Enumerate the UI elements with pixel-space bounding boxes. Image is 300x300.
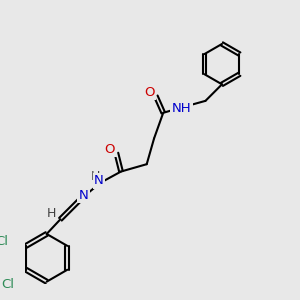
Text: Cl: Cl [1, 278, 14, 291]
Text: NH: NH [172, 102, 191, 115]
Text: Cl: Cl [0, 235, 9, 248]
Text: N: N [79, 189, 88, 202]
Text: H: H [91, 169, 100, 183]
Text: O: O [105, 143, 115, 156]
Text: N: N [94, 174, 104, 187]
Text: O: O [144, 86, 155, 99]
Text: H: H [46, 207, 56, 220]
